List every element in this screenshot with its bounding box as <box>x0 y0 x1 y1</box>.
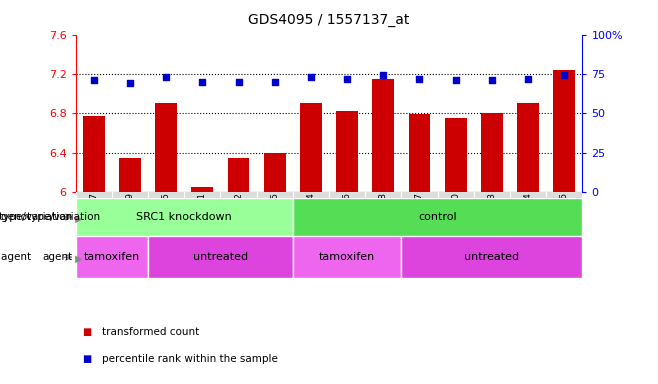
Text: GSM709768: GSM709768 <box>379 192 388 247</box>
Bar <box>155 103 177 192</box>
Text: untreated: untreated <box>193 252 248 262</box>
Point <box>161 74 171 80</box>
Text: GSM709765: GSM709765 <box>162 192 170 247</box>
Text: GSM709775: GSM709775 <box>270 192 279 247</box>
Bar <box>83 116 105 192</box>
Text: genotype/variation: genotype/variation <box>1 212 104 222</box>
Point <box>378 73 388 79</box>
Text: GSM709776: GSM709776 <box>560 192 569 247</box>
Text: percentile rank within the sample: percentile rank within the sample <box>102 354 278 364</box>
Text: GSM709767: GSM709767 <box>89 192 98 247</box>
Bar <box>517 103 539 192</box>
Point <box>415 76 425 82</box>
Text: GSM709772: GSM709772 <box>234 192 243 247</box>
Bar <box>76 198 293 236</box>
Point <box>233 79 243 85</box>
Bar <box>293 236 401 278</box>
Bar <box>264 152 286 192</box>
Text: GSM709777: GSM709777 <box>415 192 424 247</box>
Text: ■: ■ <box>82 354 91 364</box>
Bar <box>191 187 213 192</box>
Text: tamoxifen: tamoxifen <box>84 252 140 262</box>
Bar <box>119 157 141 192</box>
Text: GSM709766: GSM709766 <box>343 192 351 247</box>
Bar <box>372 79 394 192</box>
Point <box>124 80 136 86</box>
Text: transformed count: transformed count <box>102 327 199 337</box>
Bar <box>553 70 575 192</box>
Bar <box>293 198 582 236</box>
Point <box>197 79 207 85</box>
Text: GDS4095 / 1557137_at: GDS4095 / 1557137_at <box>248 13 410 27</box>
Text: ■: ■ <box>82 327 91 337</box>
Text: GSM709769: GSM709769 <box>126 192 134 247</box>
Bar <box>336 111 358 192</box>
Bar <box>481 113 503 192</box>
Bar <box>300 103 322 192</box>
Text: GSM709764: GSM709764 <box>307 192 315 247</box>
Point <box>305 74 316 80</box>
Text: genotype/variation: genotype/variation <box>0 212 72 222</box>
Point <box>270 79 280 85</box>
Text: ▶: ▶ <box>72 254 83 264</box>
Bar <box>409 114 430 192</box>
Text: untreated: untreated <box>465 252 519 262</box>
Text: GSM709774: GSM709774 <box>524 192 532 247</box>
Text: ▶: ▶ <box>72 214 83 224</box>
Bar <box>401 236 582 278</box>
Point <box>486 77 497 83</box>
Point <box>522 76 533 82</box>
Text: GSM709771: GSM709771 <box>198 192 207 247</box>
Bar <box>228 157 249 192</box>
Text: tamoxifen: tamoxifen <box>319 252 375 262</box>
Point <box>450 77 461 83</box>
Bar <box>148 236 293 278</box>
Text: GSM709770: GSM709770 <box>451 192 460 247</box>
Bar <box>445 118 467 192</box>
Text: SRC1 knockdown: SRC1 knockdown <box>136 212 232 222</box>
Text: agent: agent <box>1 252 35 262</box>
Point <box>88 77 99 83</box>
Text: agent: agent <box>42 252 72 262</box>
Text: GSM709773: GSM709773 <box>488 192 496 247</box>
Bar <box>76 236 148 278</box>
Point <box>559 73 570 79</box>
Text: control: control <box>418 212 457 222</box>
Point <box>342 76 353 82</box>
